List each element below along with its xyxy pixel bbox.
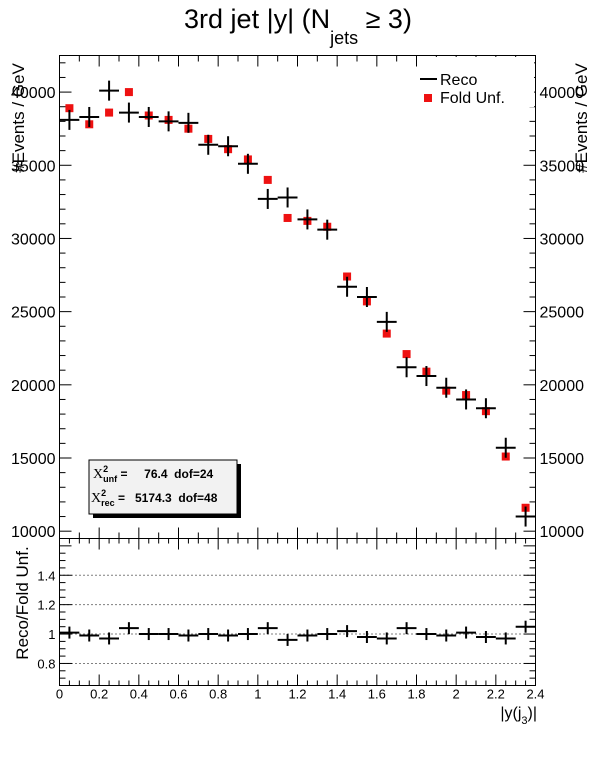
fold-unf-point	[263, 175, 272, 184]
y-tick-label-right: 30000	[540, 231, 585, 248]
x-tick-label: 2	[453, 687, 460, 702]
fold-unf-point	[283, 213, 292, 222]
x-tick-label: 2.4	[526, 687, 544, 702]
bottom-ylabel: Reco/Fold Unf.	[13, 546, 32, 659]
stats-chi-unf: Χ2 unf = 76.4 dof=24	[93, 464, 214, 484]
x-tick-label: 0.8	[209, 687, 227, 702]
ratio-tick-label: 1	[48, 627, 55, 642]
y-tick-label-left: 15000	[11, 451, 56, 468]
fold-unf-point	[105, 108, 114, 117]
y-tick-label-right: 15000	[540, 451, 585, 468]
x-tick-label: 1	[254, 687, 261, 702]
stats-chi-rec: Χ2 rec = 5174.3 dof=48	[91, 488, 218, 508]
x-axis-label: |y(j3)|	[500, 705, 537, 727]
y-tick-label-right: 40000	[540, 85, 585, 102]
bottom-panel-marks	[59, 620, 536, 646]
fold-unf-point	[65, 104, 74, 113]
top-panel-marks	[59, 80, 536, 527]
y-tick-label-left: 40000	[11, 85, 56, 102]
fold-unf-point	[382, 329, 391, 338]
fold-unf-point	[343, 272, 352, 281]
y-tick-label-right: 10000	[540, 524, 585, 541]
chart-title: 3rd jet |y| (Njets ≥ 3)	[184, 4, 412, 48]
fold-unf-point	[402, 350, 411, 359]
x-tick-label: 2.2	[487, 687, 505, 702]
stats-box: Χ2 unf = 76.4 dof=24 Χ2 rec = 5174.3 dof=4…	[88, 459, 241, 518]
legend-reco-label: Reco	[440, 72, 477, 89]
x-tick-label: 1.4	[328, 687, 346, 702]
chart-title-suffix: ≥ 3)	[358, 4, 412, 34]
fold-unf-point	[124, 88, 133, 97]
x-tick-label: 0	[56, 687, 63, 702]
top-ylabel-right: #Events / GeV	[572, 63, 591, 173]
legend-fold-marker	[424, 94, 432, 102]
x-tick-label: 1.8	[407, 687, 425, 702]
x-tick-label: 1.6	[368, 687, 386, 702]
y-tick-label-right: 20000	[540, 378, 585, 395]
x-tick-label: 0.4	[130, 687, 148, 702]
bottom-panel-axes: 0.8 1 1.2 1.4 0 0.2 0.4 0.6 0.8 1 1.2 1.4 1.6 1.8 2 2.2…	[37, 538, 545, 702]
x-tick-label: 1.2	[288, 687, 306, 702]
x-tick-label: 0.6	[169, 687, 187, 702]
x-tick-label: 0.2	[90, 687, 108, 702]
ratio-tick-label: 0.8	[37, 656, 55, 671]
chart-title-sub: jets	[329, 28, 358, 48]
top-ylabel-left: #Events / GeV	[9, 63, 28, 173]
top-panel-axes: 10000 10000 15000 15000 20000 20000 25000 25000…	[11, 55, 585, 541]
y-tick-label-right: 35000	[540, 158, 585, 175]
y-tick-label-right: 25000	[540, 305, 585, 322]
legend-fold-label: Fold Unf.	[440, 90, 505, 107]
ratio-tick-label: 1.2	[37, 598, 55, 613]
ratio-tick-label: 1.4	[37, 568, 55, 583]
y-tick-label-left: 30000	[11, 231, 56, 248]
chart-title-main: 3rd jet |y| (N	[184, 4, 330, 34]
legend: Reco Fold Unf.	[418, 57, 534, 107]
y-tick-label-left: 25000	[11, 305, 56, 322]
y-tick-label-left: 10000	[11, 524, 56, 541]
y-tick-label-left: 20000	[11, 378, 56, 395]
y-tick-label-left: 35000	[11, 158, 56, 175]
